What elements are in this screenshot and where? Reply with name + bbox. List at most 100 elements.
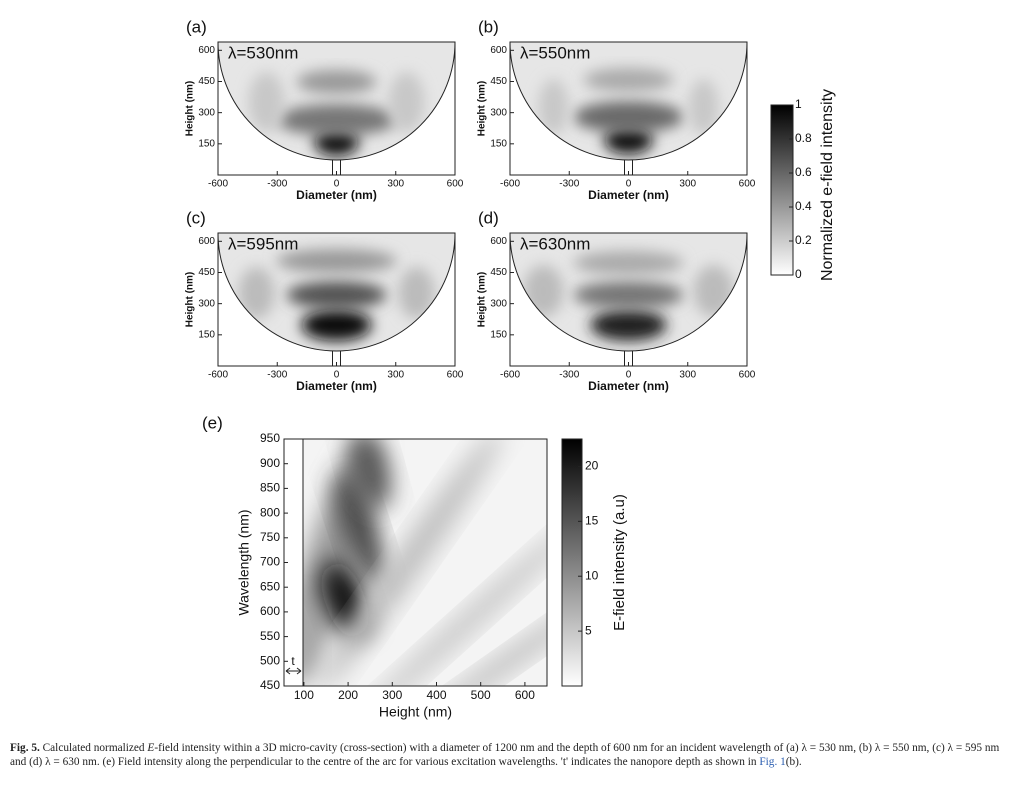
y-tick-label: 650 [260, 579, 280, 593]
caption: Fig. 5. Calculated normalized E-field in… [10, 741, 1016, 769]
field-blob [336, 472, 384, 588]
x-tick-label: -300 [267, 370, 287, 381]
cavity-outline [509, 232, 748, 352]
field-blob [590, 309, 667, 341]
figure-link[interactable]: Fig. 1 [759, 756, 786, 768]
x-tick-label: -600 [208, 179, 228, 190]
field-blob [604, 126, 653, 154]
colorbar-tick-label: 5 [585, 623, 592, 637]
y-tick-label: 150 [490, 329, 507, 340]
x-axis-label: Diameter (nm) [588, 379, 669, 393]
x-tick-label: -300 [267, 179, 287, 190]
nanopore [624, 351, 633, 366]
x-tick-label: 300 [387, 179, 404, 190]
panel-label: (c) [186, 208, 206, 227]
figure: (a) λ=530nm -600 -300 0 300 600 150 300 450 600 Dia… [185, 17, 837, 719]
field-blob [248, 72, 285, 132]
y-tick-label: 600 [260, 604, 280, 618]
x-tick-label: 500 [471, 688, 491, 702]
field-blob [573, 281, 684, 309]
field-blob [583, 68, 674, 92]
field-map [510, 42, 747, 160]
colorbar-tick-label: 20 [585, 459, 599, 473]
y-tick-label: 150 [198, 329, 215, 340]
y-tick-label: 600 [490, 45, 507, 56]
colorbar-tick-label: 0.4 [795, 199, 812, 213]
field-blob [358, 519, 547, 686]
nanopore [624, 160, 633, 175]
field-blob [573, 251, 684, 275]
y-tick-label: 300 [490, 107, 507, 118]
y-tick-label: 850 [260, 481, 280, 495]
field-blob [388, 72, 425, 132]
x-tick-label: 300 [679, 370, 696, 381]
y-tick-label: 450 [198, 267, 215, 278]
annotation: λ=550nm [520, 43, 590, 62]
x-axis-label: Diameter (nm) [296, 188, 377, 202]
field-blob [286, 281, 387, 309]
pore-region [284, 439, 303, 686]
nanopore [332, 160, 341, 175]
y-tick-label: 450 [490, 267, 507, 278]
field-blob [238, 267, 275, 319]
x-tick-label: 300 [382, 688, 402, 702]
field-blob [317, 439, 503, 686]
panel-label: (e) [202, 413, 223, 432]
cavity-outline [509, 41, 748, 161]
caption-italic: E [147, 742, 155, 754]
field-blob [301, 309, 372, 341]
y-axis-label: Height (nm) [185, 81, 196, 137]
colorbar-label: E-field intensity (a.u) [611, 494, 628, 631]
y-tick-label: 600 [490, 236, 507, 247]
field-blob [276, 104, 397, 136]
x-axis-label: Diameter (nm) [296, 379, 377, 393]
x-tick-label: -600 [500, 179, 520, 190]
field-map [218, 42, 455, 160]
y-tick-label: 450 [198, 76, 215, 87]
y-tick-label: 550 [260, 629, 280, 643]
y-tick-label: 450 [260, 678, 280, 692]
annotation: λ=595nm [228, 234, 298, 253]
nanopore [332, 351, 341, 366]
y-tick-label: 150 [490, 138, 507, 149]
colorbar-tick-label: 10 [585, 568, 599, 582]
field-blob [573, 101, 684, 133]
x-tick-label: 0 [334, 370, 340, 381]
y-tick-label: 450 [490, 76, 507, 87]
colorbar-label: Normalized e-field intensity [819, 89, 836, 281]
caption-label: Fig. 5. [10, 742, 40, 754]
x-tick-label: -600 [208, 370, 228, 381]
panel-label: (d) [478, 208, 499, 227]
colorbar-tick-label: 0.2 [795, 233, 812, 247]
y-axis-label: Height (nm) [477, 272, 488, 328]
panel-label: (a) [186, 17, 207, 36]
cavity-outline [217, 232, 456, 352]
field-blob [349, 439, 391, 509]
y-axis-label: Height (nm) [185, 272, 196, 328]
y-tick-label: 600 [198, 45, 215, 56]
annotation: t [291, 654, 295, 668]
x-tick-label: -600 [500, 370, 520, 381]
y-axis-label: Height (nm) [477, 81, 488, 137]
x-tick-label: 600 [739, 370, 756, 381]
y-tick-label: 900 [260, 456, 280, 470]
annotation: λ=530nm [228, 43, 298, 62]
caption-text: Calculated normalized [39, 742, 148, 754]
y-axis-label: Wavelength (nm) [236, 509, 252, 615]
x-tick-label: 0 [626, 370, 632, 381]
x-tick-label: 300 [679, 179, 696, 190]
colorbar [770, 104, 794, 276]
y-tick-label: 150 [198, 138, 215, 149]
field-blob [276, 249, 397, 273]
x-axis-label: Diameter (nm) [588, 188, 669, 202]
x-tick-label: 600 [447, 179, 464, 190]
caption-text: -field intensity within a 3D micro-cavit… [10, 742, 1000, 768]
field-map [284, 439, 547, 686]
x-tick-label: 0 [334, 179, 340, 190]
y-tick-label: 300 [198, 298, 215, 309]
y-tick-label: 500 [260, 653, 280, 667]
x-tick-label: 200 [338, 688, 358, 702]
field-blob [688, 79, 719, 135]
caption-text: (b). [785, 756, 802, 768]
